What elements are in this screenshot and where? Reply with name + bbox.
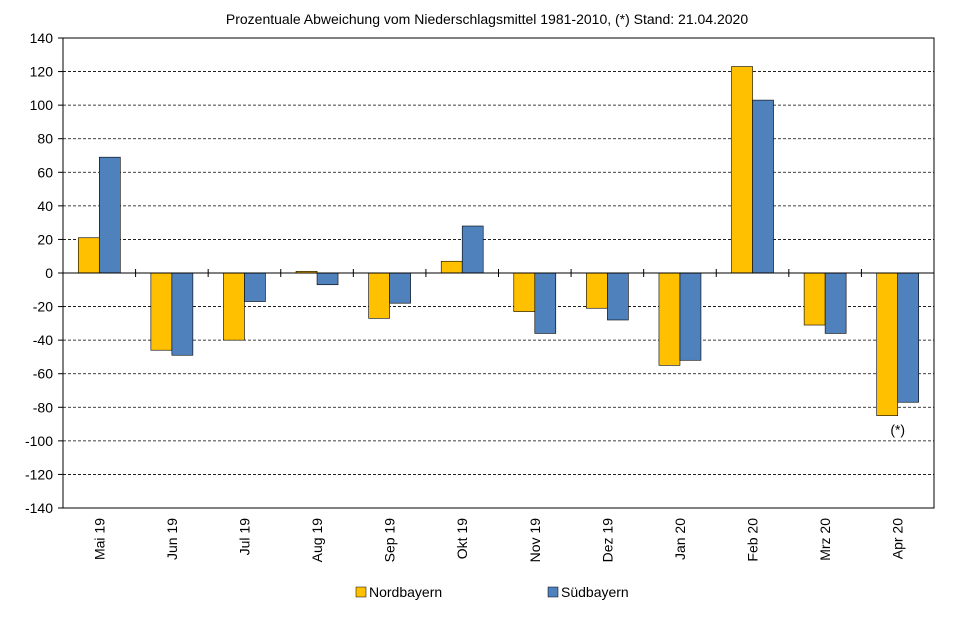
- bar-suedbayern: [824, 272, 847, 334]
- x-tick-label: Nov 19: [527, 518, 543, 563]
- gridlines: [63, 71, 934, 475]
- bar-nordbayern: [586, 272, 608, 309]
- bar-suedbayern: [316, 272, 339, 286]
- bar-nordbayern: [513, 272, 536, 312]
- bar-suedbayern: [534, 272, 557, 334]
- y-tick-label: -60: [33, 366, 53, 382]
- x-tick-label: Feb 20: [745, 518, 761, 562]
- legend-swatch-nordbayern: [355, 586, 367, 598]
- x-tick-label: Jun 19: [164, 518, 180, 560]
- y-tick-label: 40: [37, 198, 53, 214]
- bar-suedbayern: [679, 272, 702, 361]
- x-tick-label: Dez 19: [599, 518, 615, 563]
- bar-suedbayern: [244, 272, 266, 302]
- bar-nordbayern: [77, 237, 100, 274]
- annotation-label: (*): [890, 422, 905, 438]
- chart-title: Prozentuale Abweichung vom Niederschlags…: [226, 11, 748, 27]
- y-tick-label: 120: [30, 64, 54, 80]
- bar-nordbayern: [440, 260, 463, 274]
- x-tick-label: Sep 19: [382, 518, 398, 563]
- legend: Nordbayern Südbayern: [355, 584, 629, 600]
- bar-nordbayern: [368, 272, 390, 319]
- x-tick-label: Mrz 20: [817, 518, 833, 561]
- y-tick-label: -120: [25, 466, 53, 482]
- x-tick-label: Apr 20: [890, 518, 906, 559]
- bar-nordbayern: [803, 272, 826, 326]
- y-axis: 140 120 100 80 60 40 20 0 -20 -40 -60 -80 -100 -120 -1…: [25, 30, 63, 516]
- x-tick-label: Mai 19: [91, 518, 107, 560]
- y-tick-label: -40: [33, 332, 53, 348]
- x-axis: Mai 19 Jun 19 Jul 19 Aug 19 Sep 19 Okt 19 Nov …: [63, 269, 934, 562]
- y-tick-label: 60: [37, 164, 53, 180]
- y-tick-label: -140: [25, 500, 53, 516]
- bar-suedbayern: [171, 272, 194, 356]
- y-tick-label: 0: [45, 265, 53, 281]
- bar-suedbayern: [389, 272, 411, 304]
- y-tick-label: 20: [37, 231, 53, 247]
- legend-label-nordbayern: Nordbayern: [369, 584, 442, 600]
- y-tick-label: -20: [33, 299, 53, 315]
- y-tick-label: 100: [30, 97, 54, 113]
- y-tick-label: 80: [37, 131, 53, 147]
- bar-suedbayern: [461, 225, 484, 274]
- bar-nordbayern: [150, 272, 173, 351]
- x-tick-label: Jul 19: [236, 518, 252, 556]
- bar-nordbayern: [876, 272, 899, 416]
- y-tick-label: 140: [30, 30, 54, 46]
- x-tick-label: Jan 20: [672, 518, 688, 560]
- x-tick-label: Okt 19: [454, 518, 470, 559]
- legend-swatch-suedbayern: [547, 586, 559, 598]
- bar-nordbayern: [731, 66, 753, 274]
- bar-nordbayern: [223, 272, 245, 341]
- bar-suedbayern: [752, 99, 774, 274]
- y-tick-label: -100: [25, 433, 53, 449]
- bar-suedbayern: [98, 156, 121, 274]
- bar-suedbayern: [607, 272, 629, 321]
- y-tick-label: -80: [33, 399, 53, 415]
- bars: [77, 66, 920, 416]
- bar-nordbayern: [658, 272, 681, 366]
- legend-label-suedbayern: Südbayern: [561, 584, 629, 600]
- x-tick-label: Aug 19: [309, 518, 325, 563]
- bar-suedbayern: [897, 272, 920, 403]
